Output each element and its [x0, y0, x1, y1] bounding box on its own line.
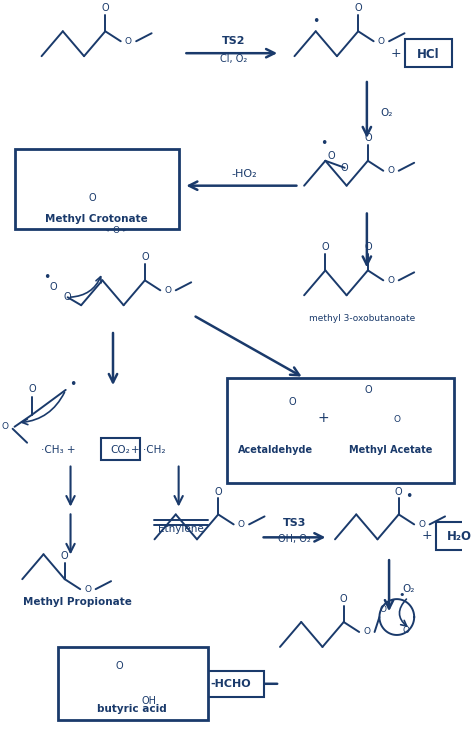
Text: O: O — [388, 276, 394, 285]
Text: O: O — [49, 283, 57, 292]
Text: +: + — [318, 411, 329, 425]
Bar — [58, 647, 208, 720]
Text: O: O — [364, 133, 372, 143]
Text: O: O — [214, 486, 222, 496]
Text: O: O — [419, 520, 425, 529]
Bar — [198, 671, 264, 696]
Text: O: O — [388, 166, 394, 175]
Text: ·CH₃ +: ·CH₃ + — [41, 445, 75, 455]
Text: O: O — [364, 242, 372, 253]
Text: +: + — [421, 529, 432, 542]
Text: O: O — [364, 385, 372, 395]
Text: O: O — [289, 397, 296, 407]
Text: OH: OH — [141, 696, 156, 706]
Bar — [437, 523, 474, 550]
Text: -HO₂: -HO₂ — [231, 169, 257, 179]
Text: O₂: O₂ — [402, 584, 415, 594]
Text: O: O — [141, 253, 149, 262]
Text: •: • — [398, 590, 405, 600]
Text: •: • — [312, 15, 319, 28]
Text: O: O — [112, 226, 119, 235]
Text: O: O — [321, 242, 329, 253]
Text: O: O — [61, 551, 69, 561]
Text: + ·CH₂: + ·CH₂ — [130, 445, 165, 455]
Bar — [101, 438, 140, 460]
Text: O: O — [393, 415, 401, 424]
Text: Cl, O₂: Cl, O₂ — [220, 54, 247, 64]
Text: •: • — [405, 490, 412, 503]
Text: +: + — [391, 47, 401, 60]
Text: O: O — [328, 151, 335, 161]
Text: H₂O: H₂O — [447, 530, 472, 543]
Text: Ethylene: Ethylene — [158, 524, 203, 534]
Text: O: O — [101, 4, 109, 13]
Text: O: O — [238, 520, 245, 529]
Text: Methyl Acetate: Methyl Acetate — [349, 445, 433, 455]
Text: O: O — [84, 585, 91, 593]
Text: O: O — [89, 193, 97, 203]
Text: -HCHO: -HCHO — [210, 679, 251, 689]
Text: O: O — [355, 4, 362, 13]
Text: O: O — [164, 285, 172, 295]
Bar — [15, 149, 179, 228]
Text: Methyl Crotonate: Methyl Crotonate — [45, 214, 148, 223]
Text: O: O — [403, 626, 410, 636]
Text: O: O — [378, 36, 385, 46]
Text: •: • — [320, 137, 327, 150]
Text: O: O — [116, 661, 124, 671]
Text: methyl 3-oxobutanoate: methyl 3-oxobutanoate — [309, 314, 415, 323]
Text: •: • — [69, 378, 76, 391]
Text: OH, O₂: OH, O₂ — [278, 534, 311, 545]
Text: O: O — [1, 422, 9, 431]
Text: O: O — [340, 594, 347, 604]
Text: O: O — [125, 36, 132, 46]
Text: O₂: O₂ — [380, 108, 392, 118]
Text: TS3: TS3 — [283, 518, 306, 529]
Text: CO₂: CO₂ — [111, 445, 131, 455]
Text: Methyl Propionate: Methyl Propionate — [23, 597, 132, 607]
Text: O: O — [28, 384, 36, 394]
Bar — [227, 378, 454, 483]
Bar — [405, 39, 452, 67]
Text: O: O — [341, 163, 348, 173]
Text: O: O — [380, 604, 387, 614]
Text: TS2: TS2 — [222, 36, 246, 46]
Text: HCl: HCl — [417, 47, 440, 61]
Text: Acetaldehyde: Acetaldehyde — [237, 445, 313, 455]
Text: O: O — [395, 486, 402, 496]
Text: O: O — [64, 292, 72, 302]
Text: •: • — [43, 271, 50, 284]
Text: butyric acid: butyric acid — [98, 704, 167, 714]
Text: O: O — [364, 628, 370, 637]
